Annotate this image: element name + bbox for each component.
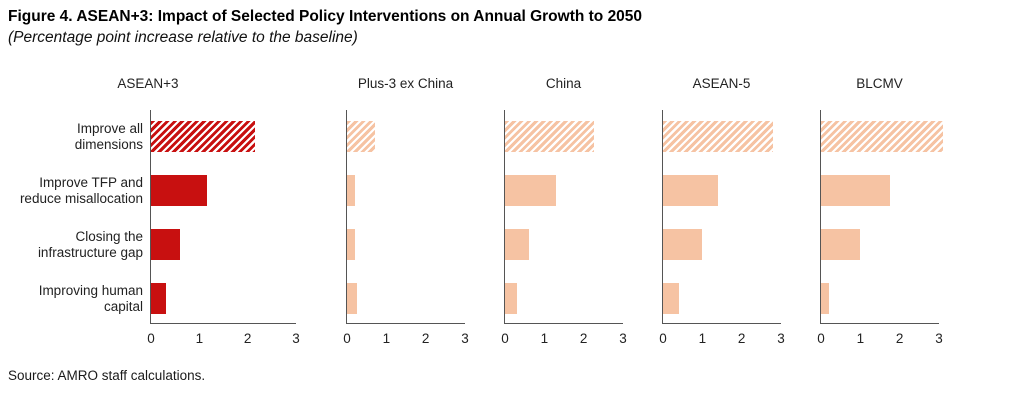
x-axis-ticks: 0 1 2 3 bbox=[343, 331, 469, 349]
panel-asean-3: ASEAN+3 Improve all dimensions Improve TFP … bbox=[0, 76, 300, 346]
panel-blcmv: BLCMV 0 1 2 3 bbox=[817, 76, 943, 346]
bar-china-improving-human-capital bbox=[505, 283, 517, 314]
x-tick-label-2: 2 bbox=[895, 331, 904, 346]
bar-plus-3-ex-china-improve-tfp-and-reduce-misallocation bbox=[347, 175, 355, 206]
figure-title: Figure 4. ASEAN+3: Impact of Selected Po… bbox=[8, 8, 643, 25]
bar-asean-3-improve-all-dimensions bbox=[151, 121, 255, 152]
figure-subtitle: (Percentage point increase relative to t… bbox=[8, 29, 358, 46]
x-tick-label-3: 3 bbox=[777, 331, 785, 346]
x-tick-label-0: 0 bbox=[501, 331, 509, 346]
x-axis-ticks: 0 1 2 3 bbox=[147, 331, 300, 349]
x-axis-ticks: 0 1 2 3 bbox=[817, 331, 943, 349]
plot-asean-5: 0 1 2 3 bbox=[659, 110, 785, 346]
panel-china: China 0 1 2 3 bbox=[501, 76, 627, 346]
x-tick-label-2: 2 bbox=[579, 331, 588, 346]
x-tick-label-3: 3 bbox=[619, 331, 627, 346]
x-tick-label-3: 3 bbox=[292, 331, 300, 346]
bar-asean-3-improving-human-capital bbox=[151, 283, 166, 314]
chart-area: ASEAN+3 Improve all dimensions Improve TFP … bbox=[0, 76, 978, 346]
x-axis-ticks: 0 1 2 3 bbox=[659, 331, 785, 349]
bar-plus-3-ex-china-improving-human-capital bbox=[347, 283, 357, 314]
panel-body: 0 1 2 3 bbox=[343, 110, 469, 346]
panel-title-plus-3-ex-china: Plus-3 ex China bbox=[357, 76, 454, 91]
panel-title-asean-3: ASEAN+3 bbox=[117, 76, 179, 91]
panel-title-asean-5: ASEAN-5 bbox=[692, 76, 751, 91]
plot-asean-3: 0 1 2 3 bbox=[147, 110, 300, 346]
source-note: Source: AMRO staff calculations. bbox=[8, 368, 206, 383]
bar-blcmv-closing-the-infrastructure-gap bbox=[821, 229, 861, 260]
x-tick-label-2: 2 bbox=[737, 331, 746, 346]
x-tick-label-3: 3 bbox=[461, 331, 469, 346]
figure-header: Figure 4. ASEAN+3: Impact of Selected Po… bbox=[8, 8, 642, 47]
bar-china-improve-tfp-and-reduce-misallocation bbox=[505, 175, 557, 206]
plot-blcmv: 0 1 2 3 bbox=[817, 110, 943, 346]
x-tick-label-0: 0 bbox=[817, 331, 825, 346]
panel-title-china: China bbox=[545, 76, 582, 91]
category-label-improve-all-dimensions: Improve all dimensions bbox=[74, 121, 143, 152]
bar-asean-5-improve-all-dimensions bbox=[663, 121, 774, 152]
x-tick-label-1: 1 bbox=[540, 331, 549, 346]
x-axis-ticks: 0 1 2 3 bbox=[501, 331, 627, 349]
panel-body: 0 1 2 3 bbox=[659, 110, 785, 346]
category-label-improve-tfp-and-reduce-misallocation: Improve TFP and reduce misallocation bbox=[19, 175, 143, 206]
bar-asean-5-improving-human-capital bbox=[663, 283, 679, 314]
bar-asean-5-improve-tfp-and-reduce-misallocation bbox=[663, 175, 719, 206]
x-tick-label-1: 1 bbox=[698, 331, 707, 346]
bar-blcmv-improve-all-dimensions bbox=[821, 121, 943, 152]
bar-blcmv-improve-tfp-and-reduce-misallocation bbox=[821, 175, 890, 206]
x-tick-label-1: 1 bbox=[195, 331, 204, 346]
category-labels: Improve all dimensions Improve TFP and redu… bbox=[0, 110, 150, 326]
x-tick-label-0: 0 bbox=[343, 331, 351, 346]
bar-plus-3-ex-china-improve-all-dimensions bbox=[347, 121, 375, 152]
bar-asean-3-closing-the-infrastructure-gap bbox=[151, 229, 180, 260]
panel-body: 0 1 2 3 bbox=[817, 110, 943, 346]
plot-plus-3-ex-china: 0 1 2 3 bbox=[343, 110, 469, 346]
x-tick-label-3: 3 bbox=[935, 331, 943, 346]
x-tick-label-1: 1 bbox=[856, 331, 865, 346]
plot-china: 0 1 2 3 bbox=[501, 110, 627, 346]
bar-china-closing-the-infrastructure-gap bbox=[505, 229, 529, 260]
x-tick-label-1: 1 bbox=[382, 331, 391, 346]
panel-title-blcmv: BLCMV bbox=[856, 76, 903, 91]
panel-body: 0 1 2 3 bbox=[501, 110, 627, 346]
panel-asean-5: ASEAN-5 0 1 2 3 bbox=[659, 76, 785, 346]
category-label-closing-the-infrastructure-gap: Closing the infrastructure gap bbox=[37, 229, 143, 260]
x-tick-label-0: 0 bbox=[147, 331, 155, 346]
panel-body: Improve all dimensions Improve TFP and redu… bbox=[0, 110, 300, 346]
category-label-improving-human-capital: Improving human capital bbox=[38, 283, 143, 314]
bar-china-improve-all-dimensions bbox=[505, 121, 594, 152]
bar-asean-3-improve-tfp-and-reduce-misallocation bbox=[151, 175, 207, 206]
x-tick-label-2: 2 bbox=[243, 331, 252, 346]
x-tick-label-2: 2 bbox=[421, 331, 430, 346]
panel-plus-3-ex-china: Plus-3 ex China 0 1 2 3 bbox=[343, 76, 469, 346]
bar-asean-5-closing-the-infrastructure-gap bbox=[663, 229, 703, 260]
bar-plus-3-ex-china-closing-the-infrastructure-gap bbox=[347, 229, 355, 260]
x-tick-label-0: 0 bbox=[659, 331, 667, 346]
bar-blcmv-improving-human-capital bbox=[821, 283, 829, 314]
